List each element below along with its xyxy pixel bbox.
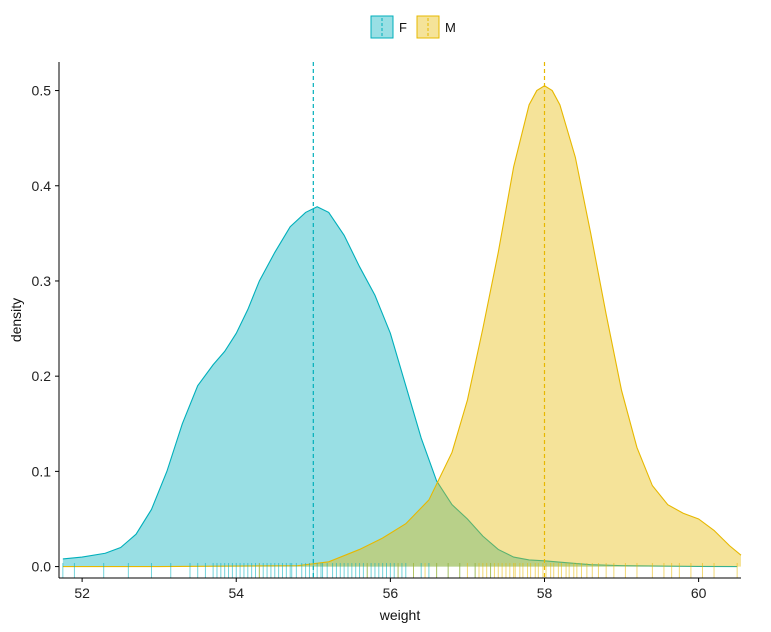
x-tick-label: 60 bbox=[691, 585, 707, 601]
x-axis-title: weight bbox=[379, 607, 421, 623]
density-area-f bbox=[62, 206, 738, 567]
mean-lines bbox=[312, 62, 546, 578]
density-line-f bbox=[62, 206, 738, 568]
y-tick-label: 0.5 bbox=[32, 83, 52, 99]
axes: 0.0 0.1 0.2 0.3 0.4 0.5 52 54 56 58 60 weight densit… bbox=[8, 62, 741, 623]
x-tick-label: 56 bbox=[383, 585, 399, 601]
legend-key-f bbox=[370, 15, 394, 39]
y-axis-title: density bbox=[8, 298, 24, 342]
density-fills bbox=[62, 85, 742, 568]
density-area-m bbox=[62, 85, 742, 567]
y-tick-label: 0.1 bbox=[32, 463, 52, 479]
y-tick-label: 0.0 bbox=[32, 559, 52, 575]
rug-marks bbox=[62, 563, 738, 578]
legend-label-f: F bbox=[399, 20, 407, 35]
legend-key-m bbox=[416, 15, 440, 39]
y-tick-label: 0.4 bbox=[32, 178, 52, 194]
y-tick-label: 0.2 bbox=[32, 368, 52, 384]
legend-label-m: M bbox=[445, 20, 456, 35]
x-tick-label: 54 bbox=[228, 585, 244, 601]
density-line-m bbox=[62, 85, 742, 568]
x-tick-label: 52 bbox=[74, 585, 90, 601]
y-tick-label: 0.3 bbox=[32, 273, 52, 289]
x-tick-label: 58 bbox=[537, 585, 553, 601]
